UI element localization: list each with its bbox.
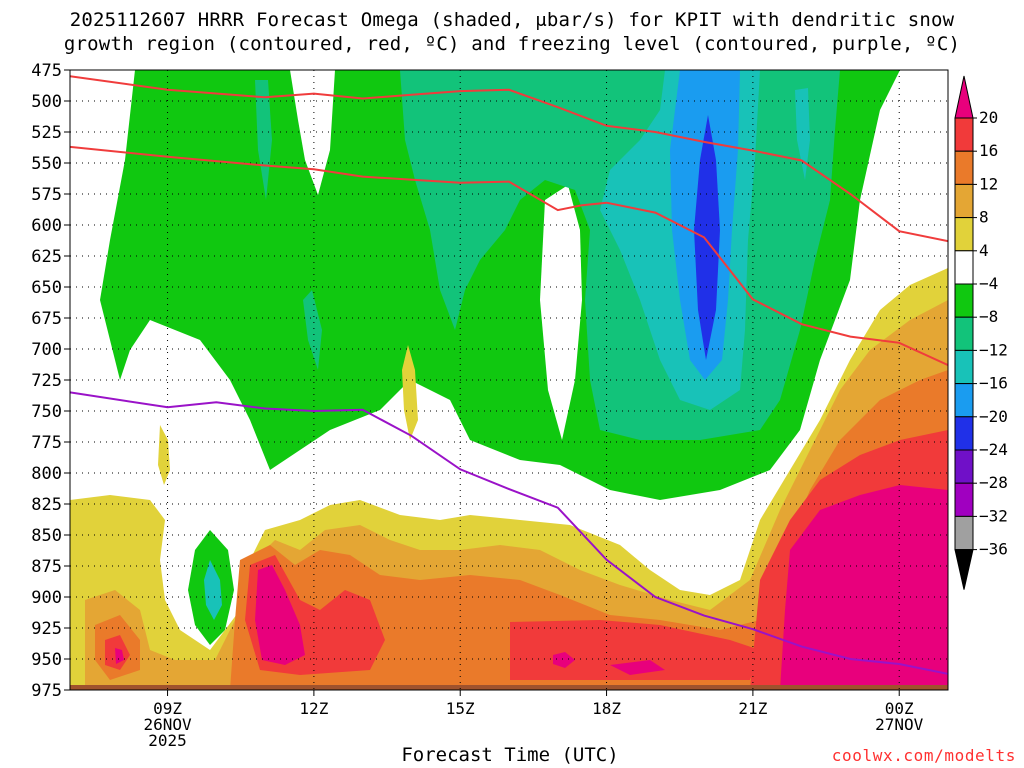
x-tick-label: 21Z (738, 699, 767, 718)
colorbar-label: 8 (979, 208, 989, 227)
y-tick-label: 525 (31, 123, 62, 143)
x-tick-label: 09Z (153, 699, 182, 718)
y-tick-label: 775 (31, 433, 62, 453)
colorbar-segment (954, 250, 974, 285)
colorbar-label: −36 (979, 540, 1008, 559)
y-tick-label: 950 (31, 650, 62, 670)
y-tick-label: 625 (31, 247, 62, 267)
colorbar-segment (954, 383, 974, 418)
omega-field-minus12-b (795, 88, 810, 180)
contour-line-1 (70, 145, 948, 367)
y-tick-label: 475 (31, 61, 62, 81)
y-tick-label: 500 (31, 92, 62, 112)
y-axis: 475 500 525 550 575 600 625 650 675 700 725 750 775 8… (31, 61, 70, 701)
credit-link[interactable]: coolwx.com/modelts (831, 746, 1016, 765)
colorbar-segment (954, 183, 974, 219)
y-tick-label: 875 (31, 557, 62, 577)
colorbar: 20 16 12 8 4 −4 −8 −12 −16 −20 −24 −28 −32 −36 (954, 75, 1008, 590)
terrain-strip (70, 685, 948, 690)
y-tick-label: 900 (31, 588, 62, 608)
omega-field-plus20-c (115, 648, 124, 664)
y-tick-label: 675 (31, 309, 62, 329)
omega-field-minus24 (694, 115, 720, 360)
colorbar-segment (954, 416, 974, 451)
omega-field-minus8-b (255, 80, 272, 200)
x-tick-label: 12Z (299, 699, 328, 718)
y-tick-label: 650 (31, 278, 62, 298)
y-tick-label: 800 (31, 464, 62, 484)
x-tick-label: 00Z (885, 699, 914, 718)
omega-field-plus4-b (158, 425, 170, 485)
y-tick-label: 600 (31, 216, 62, 236)
colorbar-label: 12 (979, 174, 998, 193)
colorbar-segment (954, 217, 974, 252)
colorbar-top-arrow (954, 75, 974, 119)
colorbar-label: −24 (979, 440, 1008, 459)
colorbar-label: −4 (979, 274, 998, 293)
contours (70, 75, 948, 675)
omega-field-plus4-c (402, 345, 418, 440)
y-tick-label: 550 (31, 154, 62, 174)
y-tick-label: 700 (31, 340, 62, 360)
colorbar-label: −28 (979, 473, 1008, 492)
chart-title-line-1: 2025112607 HRRR Forecast Omega (shaded, … (69, 9, 955, 31)
x-tick-label: 26NOV (143, 715, 192, 734)
omega-field-plus20-b (780, 485, 948, 690)
y-tick-label: 575 (31, 185, 62, 205)
colorbar-segment (954, 449, 974, 484)
colorbar-segment (954, 349, 974, 385)
colorbar-segment (954, 150, 974, 185)
colorbar-label: −20 (979, 407, 1008, 426)
chart-title: 2025112607 HRRR Forecast Omega (shaded, … (0, 8, 1024, 56)
y-tick-label: 975 (31, 681, 62, 701)
colorbar-label: 20 (979, 108, 998, 127)
colorbar-label: 4 (979, 241, 989, 260)
omega-field-minus8-c (303, 290, 322, 370)
omega-field-plus20-d (553, 652, 575, 668)
x-tick-label: 2025 (148, 731, 187, 750)
x-tick-label: 27NOV (875, 715, 924, 734)
y-tick-label: 825 (31, 495, 62, 515)
x-axis-label: Forecast Time (UTC) (401, 744, 619, 766)
contour-line-0 (70, 75, 948, 243)
omega-gap-1 (290, 70, 335, 195)
omega-field-plus20-e (610, 660, 665, 675)
colorbar-segment (954, 283, 974, 318)
colorbar-segment (954, 316, 974, 351)
colorbar-label: −16 (979, 374, 1008, 393)
colorbar-label: 16 (979, 141, 998, 160)
omega-field-plus20 (255, 565, 305, 665)
contour-line-2 (70, 391, 948, 675)
colorbar-label: −12 (979, 340, 1008, 359)
colorbar-segment (954, 482, 974, 517)
colorbar-segment (954, 117, 974, 152)
colorbar-segment (954, 515, 974, 551)
y-tick-label: 750 (31, 402, 62, 422)
x-tick-label: 15Z (446, 699, 475, 718)
y-tick-label: 725 (31, 371, 62, 391)
chart-title-line-2: growth region (contoured, red, ºC) and f… (63, 33, 961, 55)
omega-field-plus16-c (510, 620, 760, 680)
colorbar-label: −8 (979, 307, 998, 326)
x-tick-label: 18Z (592, 699, 621, 718)
omega-gap-2 (540, 185, 582, 440)
colorbar-bottom-arrow (954, 549, 974, 590)
colorbar-label: −32 (979, 506, 1008, 525)
y-tick-label: 850 (31, 526, 62, 546)
y-tick-label: 925 (31, 619, 62, 639)
omega-blob-10z-inner (204, 560, 222, 620)
